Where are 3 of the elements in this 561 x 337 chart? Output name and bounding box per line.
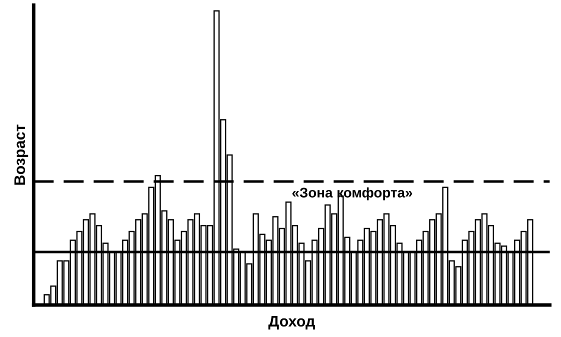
x-axis-title: Доход [268,316,315,330]
ref-line-label: «Зона комфорта» [292,187,412,200]
y-axis-title: Возраст [14,124,28,185]
